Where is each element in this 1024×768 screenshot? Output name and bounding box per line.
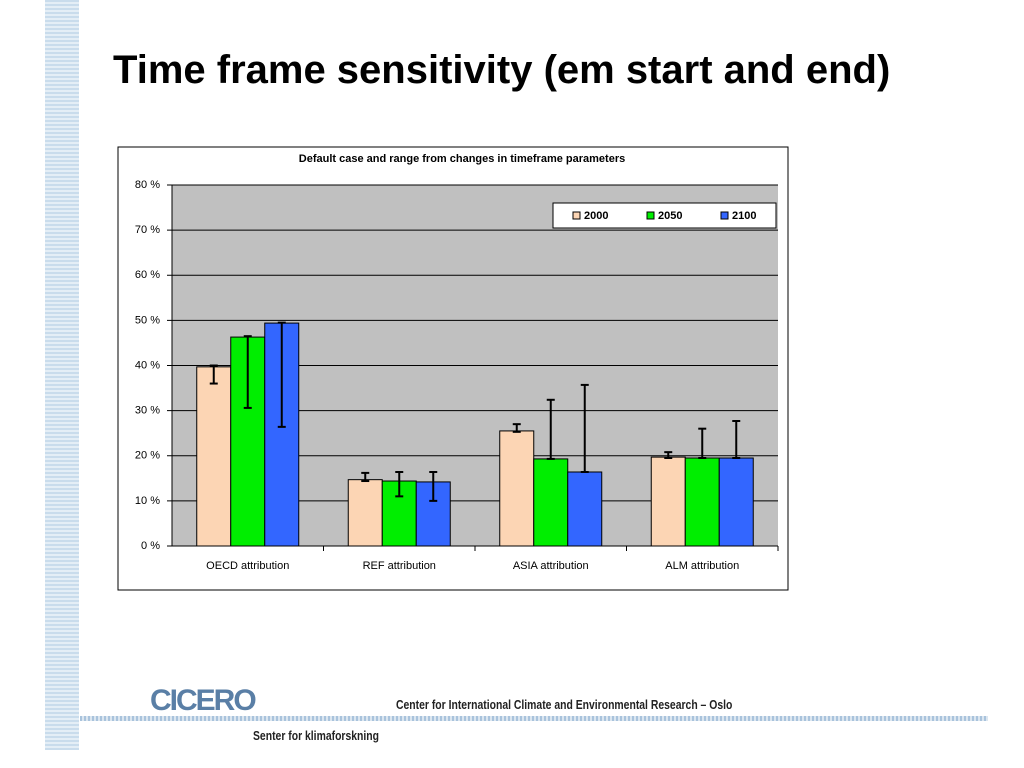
error-bar xyxy=(546,398,555,460)
y-tick-label: 70 % xyxy=(135,224,160,236)
y-tick-label: 10 % xyxy=(135,495,160,507)
bar xyxy=(567,471,603,547)
error-bar xyxy=(243,335,252,409)
tagline: Senter for klimaforskning xyxy=(253,728,379,743)
error-bar xyxy=(512,423,521,433)
footer-line xyxy=(80,716,988,721)
institution: Center for International Climate and Env… xyxy=(396,697,733,712)
legend-label: 2000 xyxy=(584,210,608,222)
error-bar xyxy=(664,451,673,460)
legend-swatch xyxy=(572,211,581,220)
legend-label: 2050 xyxy=(658,210,682,222)
error-bar xyxy=(209,364,218,385)
y-tick-label: 30 % xyxy=(135,405,160,417)
x-tick-label: REF attribution xyxy=(363,560,436,572)
bar xyxy=(718,457,754,547)
y-tick-label: 80 % xyxy=(135,179,160,191)
legend-label: 2100 xyxy=(732,210,756,222)
error-bar xyxy=(277,321,286,428)
x-tick-label: OECD attribution xyxy=(206,560,289,572)
y-tick-label: 50 % xyxy=(135,314,160,326)
bar xyxy=(533,458,569,547)
bar xyxy=(650,456,686,547)
bar xyxy=(499,430,535,547)
bar xyxy=(196,366,232,547)
error-bar xyxy=(580,383,589,473)
legend-swatch xyxy=(646,211,655,220)
error-bar xyxy=(698,427,707,460)
y-tick-label: 40 % xyxy=(135,359,160,371)
y-tick-label: 60 % xyxy=(135,269,160,281)
legend-box xyxy=(552,202,777,229)
error-bar xyxy=(429,470,438,502)
y-tick-label: 0 % xyxy=(141,540,160,552)
logo: CICERO xyxy=(150,684,257,717)
decor-stripe xyxy=(45,0,79,750)
bar xyxy=(684,457,720,547)
bar xyxy=(347,479,383,547)
error-bar xyxy=(395,470,404,498)
error-bar xyxy=(361,471,370,483)
x-tick-label: ASIA attribution xyxy=(513,560,589,572)
x-tick-label: ALM attribution xyxy=(665,560,739,572)
legend-swatch xyxy=(720,211,729,220)
chart-title: Default case and range from changes in t… xyxy=(299,153,625,165)
y-tick-label: 20 % xyxy=(135,450,160,462)
error-bar xyxy=(732,420,741,460)
slide-title: Time frame sensitivity (em start and end… xyxy=(113,48,891,92)
